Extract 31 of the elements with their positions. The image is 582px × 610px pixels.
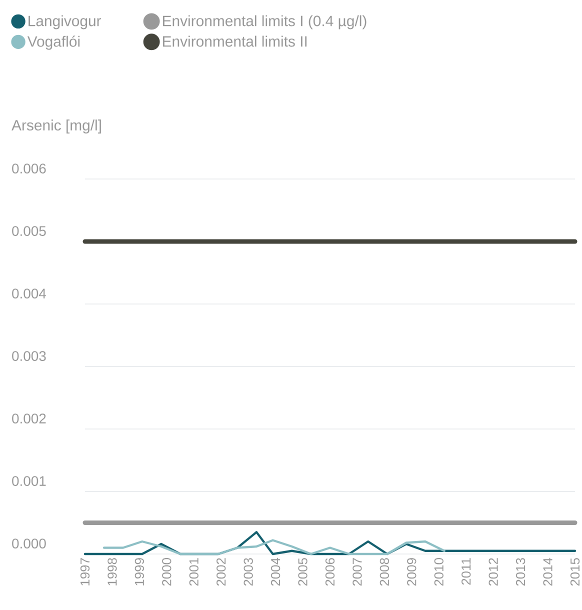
- x-tick-label: 2005: [298, 558, 308, 586]
- y-tick-label: 0.006: [12, 164, 46, 174]
- x-tick-label: 2004: [270, 558, 280, 586]
- x-tick-label: 2014: [543, 558, 552, 586]
- x-tick-label: 1999: [134, 558, 144, 586]
- y-tick-label: 0.005: [12, 226, 46, 236]
- y-tick-label: 0.004: [12, 288, 46, 298]
- x-tick-label: 2000: [162, 558, 172, 586]
- x-tick-label: 2001: [189, 558, 198, 586]
- x-tick-label: 2002: [216, 558, 226, 586]
- y-tick-label: 0.000: [12, 538, 46, 548]
- x-tick-label: 2013: [516, 558, 526, 586]
- x-tick-label: 2003: [244, 558, 253, 586]
- y-tick-label: 0.003: [12, 351, 46, 361]
- y-tick-label: 0.001: [12, 476, 46, 486]
- x-tick-label: 2011: [462, 558, 471, 585]
- x-tick-label: 2009: [407, 558, 416, 586]
- legend-label: Environmental limits II: [163, 36, 307, 47]
- x-tick-label: 2008: [380, 558, 390, 586]
- y-axis-title: Arsenic [mg/l]: [12, 120, 101, 134]
- legend-label: Langivogur: [28, 15, 102, 30]
- x-tick-label: 1998: [108, 558, 117, 586]
- y-tick-label: 0.002: [12, 414, 46, 424]
- x-tick-label: 2010: [434, 558, 444, 586]
- x-tick-label: 2007: [352, 558, 362, 586]
- legend-label: Vogaflói: [27, 36, 80, 50]
- x-tick-label: 2015: [570, 558, 580, 586]
- x-tick-label: 1997: [80, 558, 90, 586]
- legend-label: Environmental limits I (0.4 µg/l): [163, 15, 366, 30]
- x-tick-label: 2012: [488, 558, 498, 586]
- x-tick-label: 2006: [325, 558, 335, 586]
